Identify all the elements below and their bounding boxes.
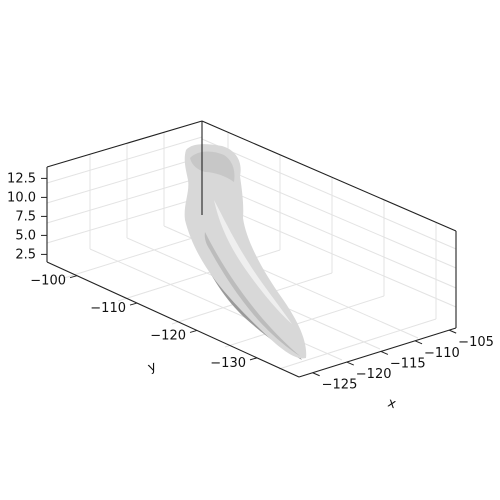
y-tick-label: −100 xyxy=(30,274,66,289)
x-tick xyxy=(448,329,457,334)
z-tick-label: 5.0 xyxy=(15,228,36,243)
x-tick-label: −110 xyxy=(424,346,460,361)
y-tick xyxy=(249,357,258,361)
surface-top-fold xyxy=(190,151,235,182)
z-axis: 2.5 5.0 7.5 10.0 12.5 xyxy=(7,171,47,262)
x-tick-label: −115 xyxy=(390,356,426,371)
z-tick-label: 2.5 xyxy=(15,247,36,262)
x-tick xyxy=(312,372,320,377)
z-tick-label: 7.5 xyxy=(15,209,36,224)
x-tick-label: −120 xyxy=(356,367,392,382)
y-tick-label: −120 xyxy=(150,328,186,343)
z-tick-label: 12.5 xyxy=(7,171,36,186)
x-axis: −125−120−115−110−105 xyxy=(312,329,494,393)
y-tick xyxy=(189,329,198,333)
surface xyxy=(184,144,307,360)
y-tick-label: −130 xyxy=(210,356,246,371)
y-axis-label: y xyxy=(146,359,159,376)
y-tick xyxy=(129,302,138,306)
x-tick xyxy=(346,361,354,366)
y-tick-label: −110 xyxy=(90,301,126,316)
z-tick-label: 10.0 xyxy=(7,190,36,205)
x-tick-label: −125 xyxy=(322,378,358,393)
x-tick xyxy=(414,340,423,345)
x-tick-label: −105 xyxy=(458,335,494,350)
y-axis: −100 −110 −120 −130 xyxy=(30,274,258,371)
y-tick xyxy=(69,275,78,279)
x-axis-label: x xyxy=(386,396,398,413)
x-tick xyxy=(380,350,389,355)
